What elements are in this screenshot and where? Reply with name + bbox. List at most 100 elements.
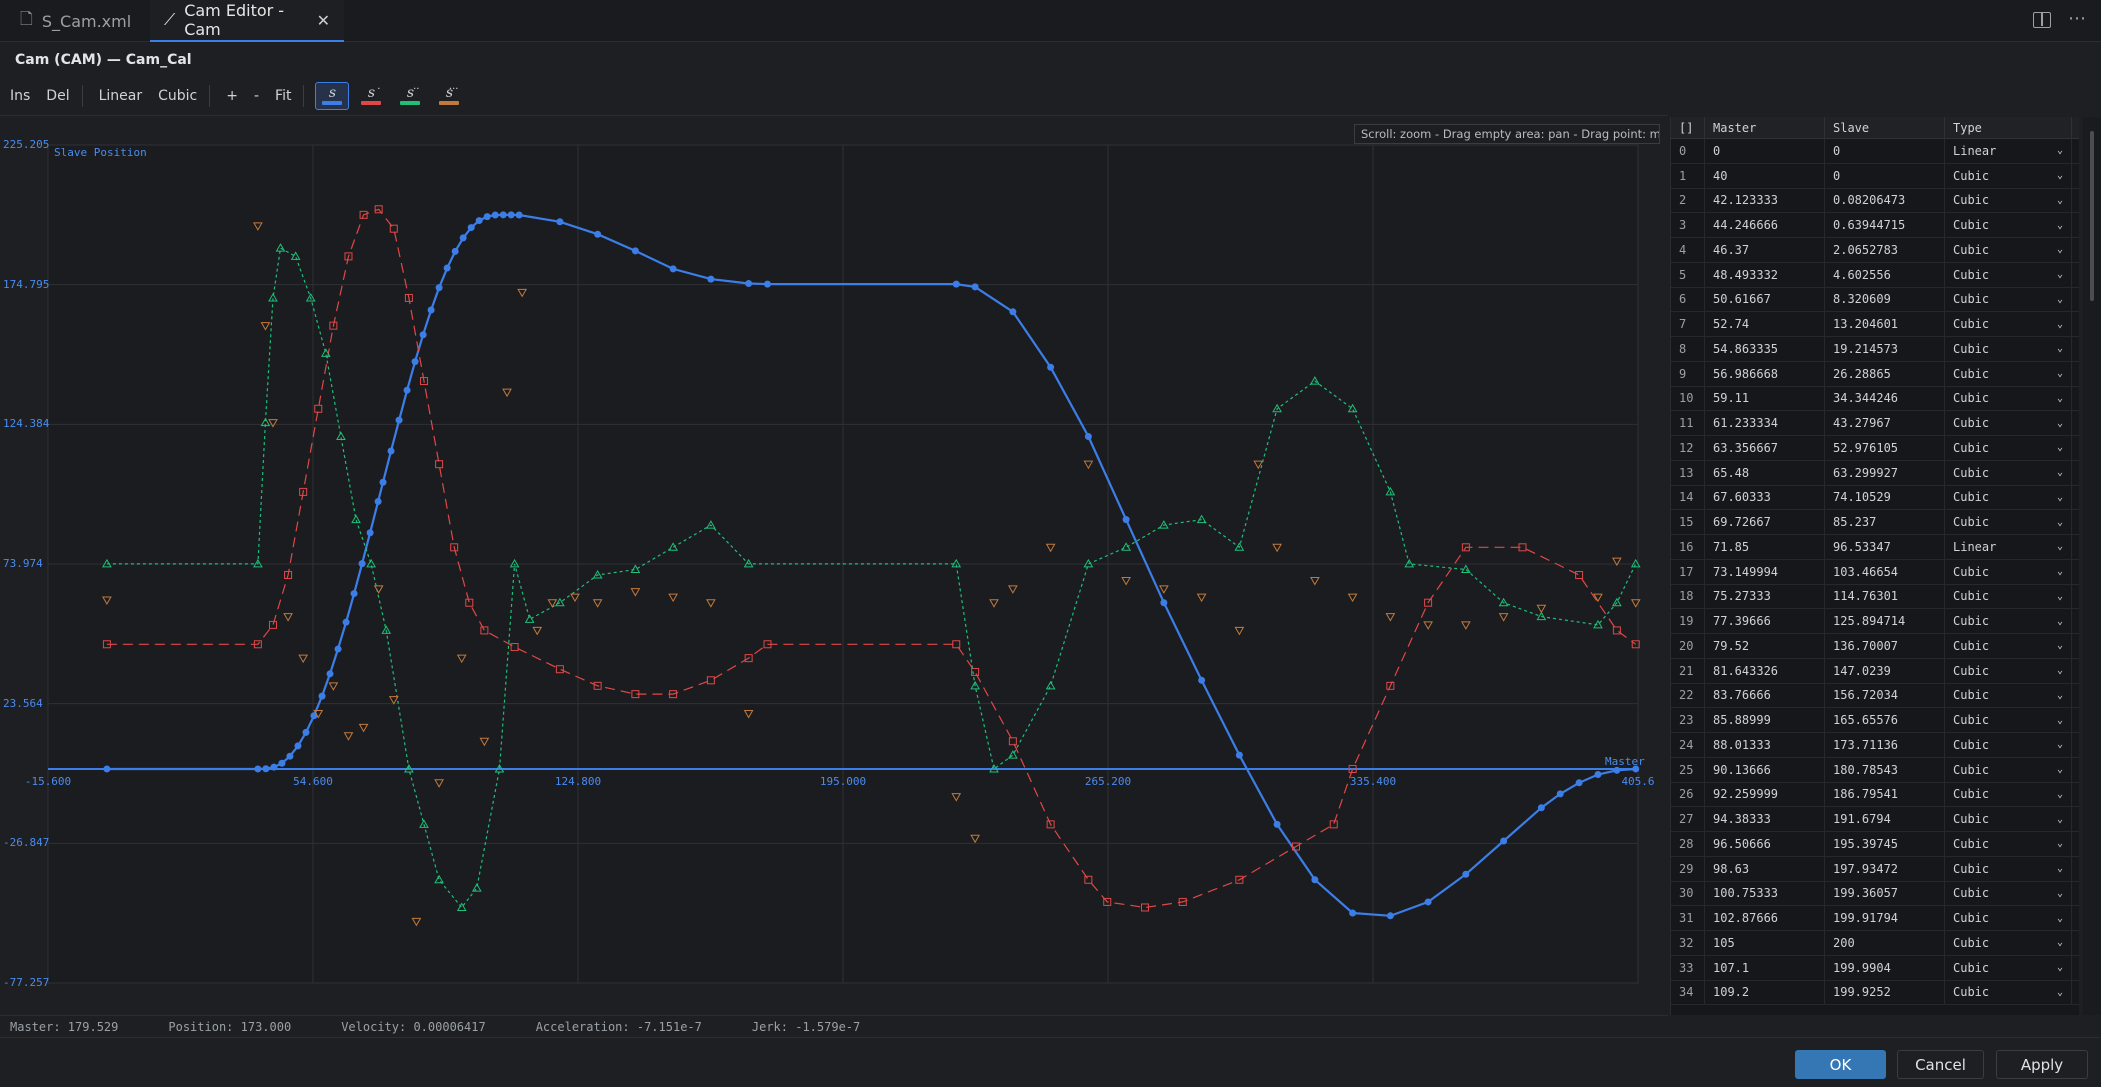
table-row[interactable]: 15 69.72667 85.237 Cubic ⌄	[1671, 510, 2079, 535]
tab-s-cam-xml[interactable]: 🗋 S_Cam.xml	[6, 0, 146, 42]
apply-button[interactable]: Apply	[1996, 1050, 2088, 1079]
master-cell[interactable]: 52.74	[1705, 312, 1825, 336]
index-cell[interactable]: 15	[1671, 510, 1705, 534]
zoom-out-button[interactable]: -	[253, 87, 260, 104]
table-row[interactable]: 8 54.863335 19.214573 Cubic ⌄	[1671, 337, 2079, 362]
master-cell[interactable]: 44.246666	[1705, 213, 1825, 237]
master-cell[interactable]: 50.61667	[1705, 287, 1825, 312]
type-select[interactable]: Cubic ⌄	[1945, 188, 2072, 213]
chevron-down-icon[interactable]: ⌄	[2056, 392, 2063, 404]
type-select[interactable]: Cubic ⌄	[1945, 436, 2072, 460]
table-row[interactable]: 2 42.123333 0.08206473 Cubic ⌄	[1671, 188, 2079, 214]
type-select[interactable]: Cubic ⌄	[1945, 683, 2072, 708]
master-cell[interactable]: 100.75333	[1705, 881, 1825, 906]
index-cell[interactable]: 22	[1671, 683, 1705, 708]
fit-button[interactable]: Fit	[275, 87, 292, 104]
linear-button[interactable]: Linear	[98, 87, 143, 104]
table-row[interactable]: 7 52.74 13.204601 Cubic ⌄	[1671, 312, 2079, 337]
index-cell[interactable]: 18	[1671, 584, 1705, 609]
master-cell[interactable]: 77.39666	[1705, 609, 1825, 633]
chevron-down-icon[interactable]: ⌄	[2056, 788, 2063, 800]
type-select[interactable]: Cubic ⌄	[1945, 584, 2072, 609]
zoom-in-button[interactable]: +	[226, 87, 238, 104]
slave-cell[interactable]: 197.93472	[1825, 856, 1945, 881]
chevron-down-icon[interactable]: ⌄	[2056, 541, 2063, 553]
chevron-down-icon[interactable]: ⌄	[2056, 838, 2063, 850]
split-editor-icon[interactable]	[2033, 12, 2051, 28]
more-icon[interactable]: ⋯	[2068, 8, 2087, 29]
slave-cell[interactable]: 26.28865	[1825, 361, 1945, 386]
type-select[interactable]: Cubic ⌄	[1945, 782, 2072, 807]
close-icon[interactable]: ✕	[316, 10, 330, 30]
chevron-down-icon[interactable]: ⌄	[2056, 244, 2063, 256]
chevron-down-icon[interactable]: ⌄	[2056, 615, 2063, 627]
master-cell[interactable]: 83.76666	[1705, 683, 1825, 708]
slave-cell[interactable]: 4.602556	[1825, 262, 1945, 287]
slave-cell[interactable]: 43.27967	[1825, 411, 1945, 435]
chevron-down-icon[interactable]: ⌄	[2056, 566, 2063, 578]
type-select[interactable]: Cubic ⌄	[1945, 312, 2072, 336]
column-header-slave[interactable]: Slave	[1825, 117, 1945, 138]
chevron-down-icon[interactable]: ⌄	[2056, 219, 2063, 231]
index-cell[interactable]: 28	[1671, 832, 1705, 856]
slave-cell[interactable]: 199.9904	[1825, 955, 1945, 980]
table-row[interactable]: 25 90.13666 180.78543 Cubic ⌄	[1671, 757, 2079, 783]
type-select[interactable]: Cubic ⌄	[1945, 931, 2072, 955]
type-select[interactable]: Cubic ⌄	[1945, 163, 2072, 188]
master-cell[interactable]: 96.50666	[1705, 832, 1825, 856]
index-cell[interactable]: 6	[1671, 287, 1705, 312]
slave-cell[interactable]: 8.320609	[1825, 287, 1945, 312]
master-cell[interactable]: 73.149994	[1705, 559, 1825, 584]
table-row[interactable]: 31 102.87666 199.91794 Cubic ⌄	[1671, 906, 2079, 931]
type-select[interactable]: Cubic ⌄	[1945, 658, 2072, 683]
chevron-down-icon[interactable]: ⌄	[2056, 590, 2063, 602]
chevron-down-icon[interactable]: ⌄	[2056, 764, 2063, 776]
table-row[interactable]: 33 107.1 199.9904 Cubic ⌄	[1671, 955, 2079, 981]
table-row[interactable]: 6 50.61667 8.320609 Cubic ⌄	[1671, 287, 2079, 313]
type-select[interactable]: Cubic ⌄	[1945, 386, 2072, 411]
table-row[interactable]: 23 85.88999 165.65576 Cubic ⌄	[1671, 708, 2079, 733]
index-cell[interactable]: 31	[1671, 906, 1705, 930]
table-row[interactable]: 17 73.149994 103.46654 Cubic ⌄	[1671, 559, 2079, 585]
toggle-jerk[interactable]: s ···	[432, 82, 466, 110]
chevron-down-icon[interactable]: ⌄	[2056, 194, 2063, 206]
slave-cell[interactable]: 0	[1825, 139, 1945, 163]
master-cell[interactable]: 79.52	[1705, 634, 1825, 658]
master-cell[interactable]: 105	[1705, 931, 1825, 955]
cubic-button[interactable]: Cubic	[158, 87, 198, 104]
index-cell[interactable]: 3	[1671, 213, 1705, 237]
master-cell[interactable]: 94.38333	[1705, 807, 1825, 831]
index-cell[interactable]: 23	[1671, 708, 1705, 732]
chevron-down-icon[interactable]: ⌄	[2056, 937, 2063, 949]
table-row[interactable]: 9 56.986668 26.28865 Cubic ⌄	[1671, 361, 2079, 387]
index-cell[interactable]: 10	[1671, 386, 1705, 411]
chevron-down-icon[interactable]: ⌄	[2056, 491, 2063, 503]
index-cell[interactable]: 30	[1671, 881, 1705, 906]
master-cell[interactable]: 69.72667	[1705, 510, 1825, 534]
type-select[interactable]: Cubic ⌄	[1945, 807, 2072, 831]
slave-cell[interactable]: 199.36057	[1825, 881, 1945, 906]
chevron-down-icon[interactable]: ⌄	[2056, 887, 2063, 899]
slave-cell[interactable]: 199.9252	[1825, 980, 1945, 1005]
slave-cell[interactable]: 114.76301	[1825, 584, 1945, 609]
chevron-down-icon[interactable]: ⌄	[2056, 269, 2063, 281]
table-row[interactable]: 28 96.50666 195.39745 Cubic ⌄	[1671, 832, 2079, 857]
index-cell[interactable]: 17	[1671, 559, 1705, 584]
master-cell[interactable]: 81.643326	[1705, 658, 1825, 683]
chevron-down-icon[interactable]: ⌄	[2056, 813, 2063, 825]
delete-point-button[interactable]: Del	[46, 87, 70, 104]
type-select[interactable]: Cubic ⌄	[1945, 485, 2072, 510]
master-cell[interactable]: 92.259999	[1705, 782, 1825, 807]
chevron-down-icon[interactable]: ⌄	[2056, 417, 2063, 429]
master-cell[interactable]: 63.356667	[1705, 436, 1825, 460]
slave-cell[interactable]: 180.78543	[1825, 757, 1945, 782]
slave-cell[interactable]: 147.0239	[1825, 658, 1945, 683]
index-cell[interactable]: 21	[1671, 658, 1705, 683]
type-select[interactable]: Cubic ⌄	[1945, 361, 2072, 386]
index-cell[interactable]: 1	[1671, 163, 1705, 188]
chevron-down-icon[interactable]: ⌄	[2056, 293, 2063, 305]
chevron-down-icon[interactable]: ⌄	[2056, 739, 2063, 751]
table-row[interactable]: 1 40 0 Cubic ⌄	[1671, 163, 2079, 189]
chevron-down-icon[interactable]: ⌄	[2056, 442, 2063, 454]
master-cell[interactable]: 42.123333	[1705, 188, 1825, 213]
